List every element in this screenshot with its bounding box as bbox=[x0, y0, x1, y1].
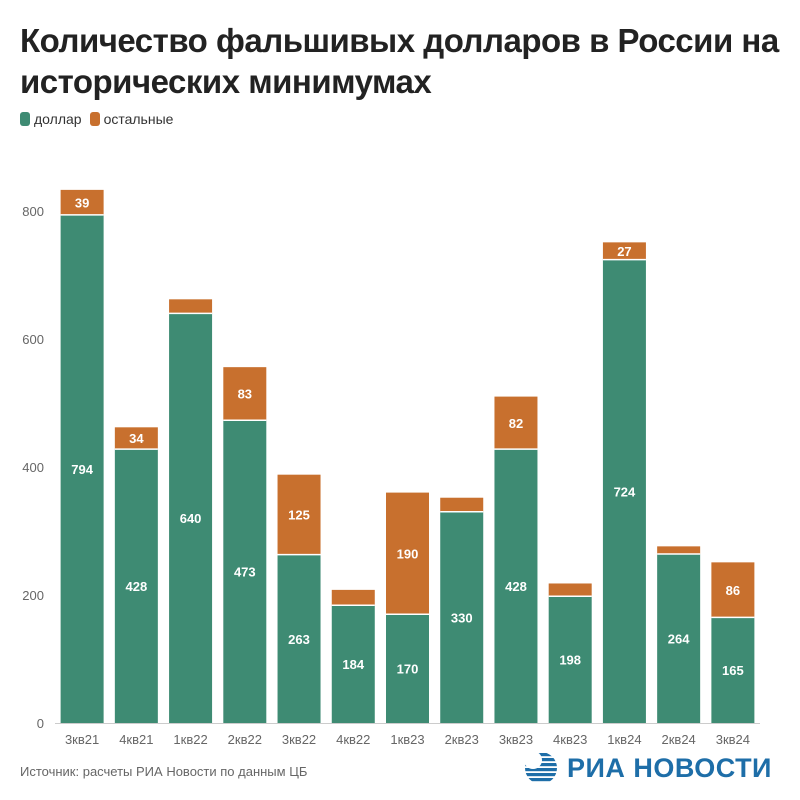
x-tick-label: 2кв24 bbox=[662, 732, 696, 747]
x-tick-label: 3кв21 bbox=[65, 732, 99, 747]
data-label-other: 39 bbox=[75, 195, 89, 210]
chart-title: Количество фальшивых долларов в России н… bbox=[20, 22, 779, 100]
legend-label-other: остальные bbox=[103, 111, 174, 127]
bar-other bbox=[223, 367, 267, 421]
data-label-other: 190 bbox=[397, 546, 419, 561]
bar-other bbox=[114, 427, 158, 450]
bar-other bbox=[277, 474, 321, 555]
bar-dollar bbox=[169, 313, 213, 723]
y-tick-label: 400 bbox=[22, 460, 44, 475]
x-tick-label: 3кв23 bbox=[499, 732, 533, 747]
data-label-dollar: 330 bbox=[451, 610, 473, 625]
data-label-dollar: 794 bbox=[71, 462, 93, 477]
bar-other bbox=[494, 396, 538, 450]
bar-dollar bbox=[494, 449, 538, 723]
data-label-dollar: 428 bbox=[125, 579, 147, 594]
data-label-other: 86 bbox=[726, 583, 740, 598]
x-tick-label: 1кв23 bbox=[390, 732, 424, 747]
y-tick-label: 800 bbox=[22, 204, 44, 219]
data-label-dollar: 640 bbox=[180, 511, 202, 526]
ria-novosti-logo: РИА НОВОСТИ bbox=[523, 750, 772, 786]
y-tick-label: 600 bbox=[22, 332, 44, 347]
x-tick-label: 2кв22 bbox=[228, 732, 262, 747]
bar-other bbox=[386, 492, 429, 615]
bar-dollar bbox=[657, 554, 701, 723]
x-tick-label: 4кв21 bbox=[119, 732, 153, 747]
y-tick-label: 0 bbox=[37, 716, 44, 731]
data-label-dollar: 473 bbox=[234, 565, 256, 580]
data-label-other: 82 bbox=[509, 416, 523, 431]
x-tick-label: 3кв24 bbox=[716, 732, 750, 747]
bar-dollar bbox=[331, 605, 375, 723]
data-label-dollar: 198 bbox=[559, 653, 581, 668]
bar-other bbox=[711, 562, 755, 618]
y-tick-label: 200 bbox=[22, 588, 44, 603]
source-note: Источник: расчеты РИА Новости по данным … bbox=[20, 764, 308, 779]
data-label-dollar: 264 bbox=[668, 632, 690, 647]
bar-other bbox=[169, 299, 213, 314]
x-tick-label: 4кв22 bbox=[336, 732, 370, 747]
data-label-dollar: 263 bbox=[288, 632, 310, 647]
legend: доллар остальные bbox=[20, 111, 177, 127]
bar-other bbox=[602, 242, 646, 260]
x-tick-label: 3кв22 bbox=[282, 732, 316, 747]
x-tick-label: 4кв23 bbox=[553, 732, 587, 747]
legend-item-dollar: доллар bbox=[20, 111, 82, 127]
bar-other bbox=[60, 189, 104, 215]
bar-dollar bbox=[277, 554, 321, 723]
logo-text: РИА НОВОСТИ bbox=[567, 752, 772, 783]
data-label-dollar: 165 bbox=[722, 663, 744, 678]
bar-dollar bbox=[223, 420, 267, 723]
bar-other bbox=[657, 546, 701, 555]
bar-dollar bbox=[386, 614, 429, 723]
globe-logo-icon bbox=[524, 751, 557, 782]
bar-dollar bbox=[60, 214, 104, 723]
data-label-dollar: 184 bbox=[342, 657, 364, 672]
x-tick-label: 1кв22 bbox=[173, 732, 207, 747]
data-label-other: 27 bbox=[617, 244, 631, 259]
legend-item-other: остальные bbox=[89, 111, 174, 127]
data-label-dollar: 428 bbox=[505, 579, 527, 594]
legend-label-dollar: доллар bbox=[34, 111, 82, 127]
data-label-other: 125 bbox=[288, 508, 310, 523]
data-label-other: 83 bbox=[238, 387, 252, 402]
bar-dollar bbox=[548, 596, 592, 723]
bar-dollar bbox=[711, 617, 755, 723]
bar-dollar bbox=[114, 449, 158, 723]
bar-other bbox=[440, 497, 484, 512]
bar-other bbox=[331, 589, 375, 606]
legend-swatch-dollar bbox=[20, 112, 30, 126]
x-tick-label: 1кв24 bbox=[607, 732, 641, 747]
bar-dollar bbox=[440, 511, 484, 723]
data-label-other: 34 bbox=[129, 431, 144, 446]
legend-swatch-other bbox=[89, 112, 100, 126]
bar-other bbox=[548, 583, 592, 597]
x-tick-label: 2кв23 bbox=[445, 732, 479, 747]
bar-dollar bbox=[602, 259, 646, 723]
data-label-dollar: 170 bbox=[397, 662, 419, 677]
data-label-dollar: 724 bbox=[614, 484, 636, 499]
